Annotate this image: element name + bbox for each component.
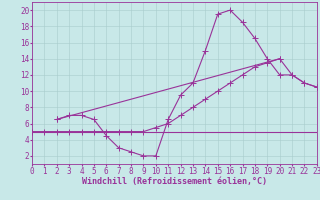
X-axis label: Windchill (Refroidissement éolien,°C): Windchill (Refroidissement éolien,°C) [82,177,267,186]
